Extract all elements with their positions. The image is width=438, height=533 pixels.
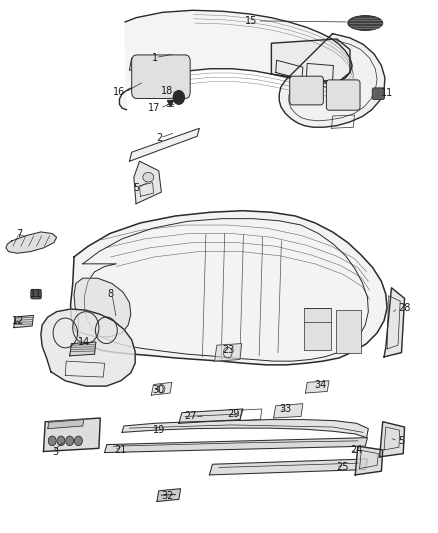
Text: 14: 14 [78,337,91,347]
Polygon shape [215,344,242,361]
Text: 11: 11 [30,289,42,299]
Text: 1: 1 [152,53,158,62]
Circle shape [66,436,74,446]
Polygon shape [41,309,135,386]
Polygon shape [209,459,367,475]
Text: 2: 2 [156,133,162,143]
FancyBboxPatch shape [290,76,323,105]
FancyBboxPatch shape [372,88,385,100]
Bar [336,310,361,353]
Text: 23: 23 [223,345,235,356]
Polygon shape [6,232,57,253]
Polygon shape [70,342,96,356]
Polygon shape [151,382,172,395]
Polygon shape [71,211,387,365]
Text: 19: 19 [152,425,165,435]
Polygon shape [384,288,405,357]
Text: 12: 12 [12,316,24,326]
Polygon shape [120,10,352,110]
Text: 17: 17 [148,103,160,113]
Polygon shape [122,419,368,438]
Polygon shape [279,34,385,127]
Polygon shape [380,422,405,457]
Text: 24: 24 [350,445,362,455]
FancyBboxPatch shape [31,289,41,299]
Polygon shape [305,381,329,393]
Polygon shape [14,316,33,328]
Text: 15: 15 [245,16,258,26]
Circle shape [48,436,56,446]
Ellipse shape [348,15,383,30]
Ellipse shape [143,172,154,182]
Polygon shape [43,418,100,451]
Text: 29: 29 [227,409,239,419]
FancyBboxPatch shape [132,55,190,99]
Text: 25: 25 [336,463,349,472]
Polygon shape [105,438,367,453]
Text: 5: 5 [398,436,404,446]
Text: 34: 34 [314,379,326,390]
Circle shape [57,436,65,446]
Polygon shape [272,39,350,83]
Polygon shape [130,128,199,161]
Text: 33: 33 [279,404,292,414]
Text: 27: 27 [184,411,196,422]
Text: 30: 30 [152,385,165,395]
Bar [304,308,331,351]
Text: 8: 8 [107,289,113,299]
Text: 5: 5 [133,183,140,193]
Polygon shape [179,409,243,423]
Polygon shape [134,161,161,204]
Text: 7: 7 [16,229,22,239]
Text: 18: 18 [161,86,173,96]
Circle shape [173,91,184,104]
Text: 21: 21 [114,445,127,455]
Circle shape [74,436,82,446]
Text: 16: 16 [113,87,125,97]
FancyBboxPatch shape [326,80,360,110]
Polygon shape [74,278,131,337]
Text: 28: 28 [398,303,410,313]
Text: 3: 3 [52,447,58,456]
Polygon shape [355,446,383,475]
Polygon shape [157,489,180,502]
Polygon shape [274,403,303,418]
Text: 11: 11 [381,88,393,98]
Text: 32: 32 [161,491,174,501]
Polygon shape [48,419,84,429]
